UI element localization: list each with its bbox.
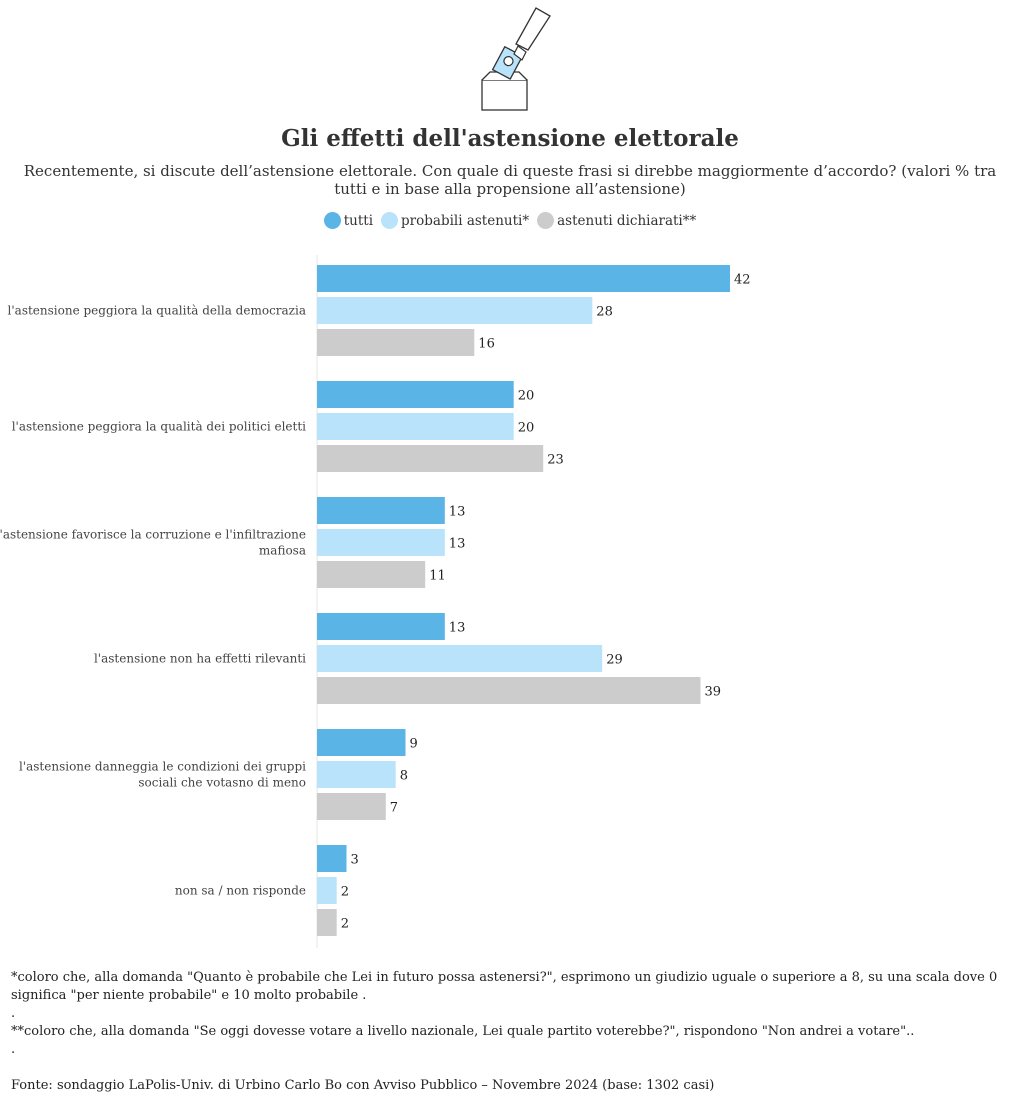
bar[interactable] [317, 413, 514, 440]
bar[interactable] [317, 265, 730, 292]
data-label: 11 [429, 569, 446, 584]
footnote-separator-2: . [11, 1042, 16, 1057]
data-label: 13 [449, 505, 466, 520]
category-label: l'astensione non ha effetti rilevanti [94, 652, 306, 666]
footnote-2: **coloro che, alla domanda "Se oggi dove… [11, 1024, 915, 1039]
category-label-line: l'astensione non ha effetti rilevanti [94, 652, 306, 666]
category-label: l'astensione danneggia le condizioni dei… [19, 760, 306, 790]
data-label: 42 [734, 273, 751, 288]
data-label: 20 [518, 421, 535, 436]
category-label-line: l'astensione peggiora la qualità dei pol… [12, 420, 306, 434]
legend-label: astenuti dichiarati** [557, 212, 697, 229]
category-label-line: l'astensione danneggia le condizioni dei… [19, 760, 306, 774]
category-label: non sa / non risponde [175, 884, 306, 898]
bar-chart: l'astensione peggiora la qualità della d… [0, 255, 751, 948]
chart-title: Gli effetti dell'astensione elettorale [281, 125, 739, 152]
chart-subtitle: Recentemente, si discute dell’astensione… [23, 162, 997, 198]
data-label: 7 [390, 801, 398, 816]
data-label: 20 [518, 389, 535, 404]
data-label: 2 [341, 885, 349, 900]
legend-label: tutti [343, 212, 374, 229]
data-label: 28 [596, 305, 613, 320]
legend-swatch [381, 212, 399, 229]
bar[interactable] [317, 677, 701, 704]
data-label: 16 [478, 337, 495, 352]
bar[interactable] [317, 877, 337, 904]
bar[interactable] [317, 645, 603, 672]
category-label-line: l'astensione favorisce la corruzione e l… [0, 528, 306, 542]
bar[interactable] [317, 329, 475, 356]
bar[interactable] [317, 445, 544, 472]
bar[interactable] [317, 381, 514, 408]
bar[interactable] [317, 793, 386, 820]
bar[interactable] [317, 297, 593, 324]
bar[interactable] [317, 909, 337, 936]
category-label: l'astensione peggiora la qualità della d… [8, 304, 306, 318]
bar[interactable] [317, 497, 445, 524]
data-label: 29 [606, 653, 623, 668]
footnote-1: *coloro che, alla domanda "Quanto è prob… [11, 970, 998, 1003]
ballot-box-icon [481, 7, 551, 111]
category-label-line: non sa / non risponde [175, 884, 306, 898]
footnote-separator-1: . [11, 1006, 16, 1021]
legend: tutti probabili astenuti* astenuti dichiar… [0, 212, 1020, 229]
data-label: 23 [547, 453, 564, 468]
bar[interactable] [317, 761, 396, 788]
legend-swatch [537, 212, 555, 229]
bar[interactable] [317, 729, 406, 756]
data-label: 39 [705, 685, 722, 700]
data-label: 9 [410, 737, 418, 752]
category-label: l'astensione peggiora la qualità dei pol… [12, 420, 306, 434]
footnotes: *coloro che, alla domanda "Quanto è prob… [11, 969, 1001, 1059]
category-label-line: l'astensione peggiora la qualità della d… [8, 304, 306, 318]
category-label: l'astensione favorisce la corruzione e l… [0, 528, 306, 558]
data-label: 13 [449, 537, 466, 552]
category-label-line: mafiosa [259, 544, 306, 558]
bar[interactable] [317, 845, 347, 872]
category-label-line: sociali che votasno di meno [138, 776, 306, 790]
legend-item-1[interactable]: probabili astenuti* [381, 212, 529, 229]
source-note: Fonte: sondaggio LaPolis-Univ. di Urbino… [11, 1078, 715, 1093]
legend-item-2[interactable]: astenuti dichiarati** [537, 212, 696, 229]
data-label: 13 [449, 621, 466, 636]
legend-label: probabili astenuti* [401, 212, 530, 229]
bar[interactable] [317, 529, 445, 556]
legend-swatch [323, 212, 341, 229]
data-label: 3 [351, 853, 359, 868]
data-label: 2 [341, 917, 349, 932]
bar[interactable] [317, 561, 426, 588]
bar[interactable] [317, 613, 445, 640]
data-label: 8 [400, 769, 408, 784]
legend-item-0[interactable]: tutti [323, 212, 374, 229]
